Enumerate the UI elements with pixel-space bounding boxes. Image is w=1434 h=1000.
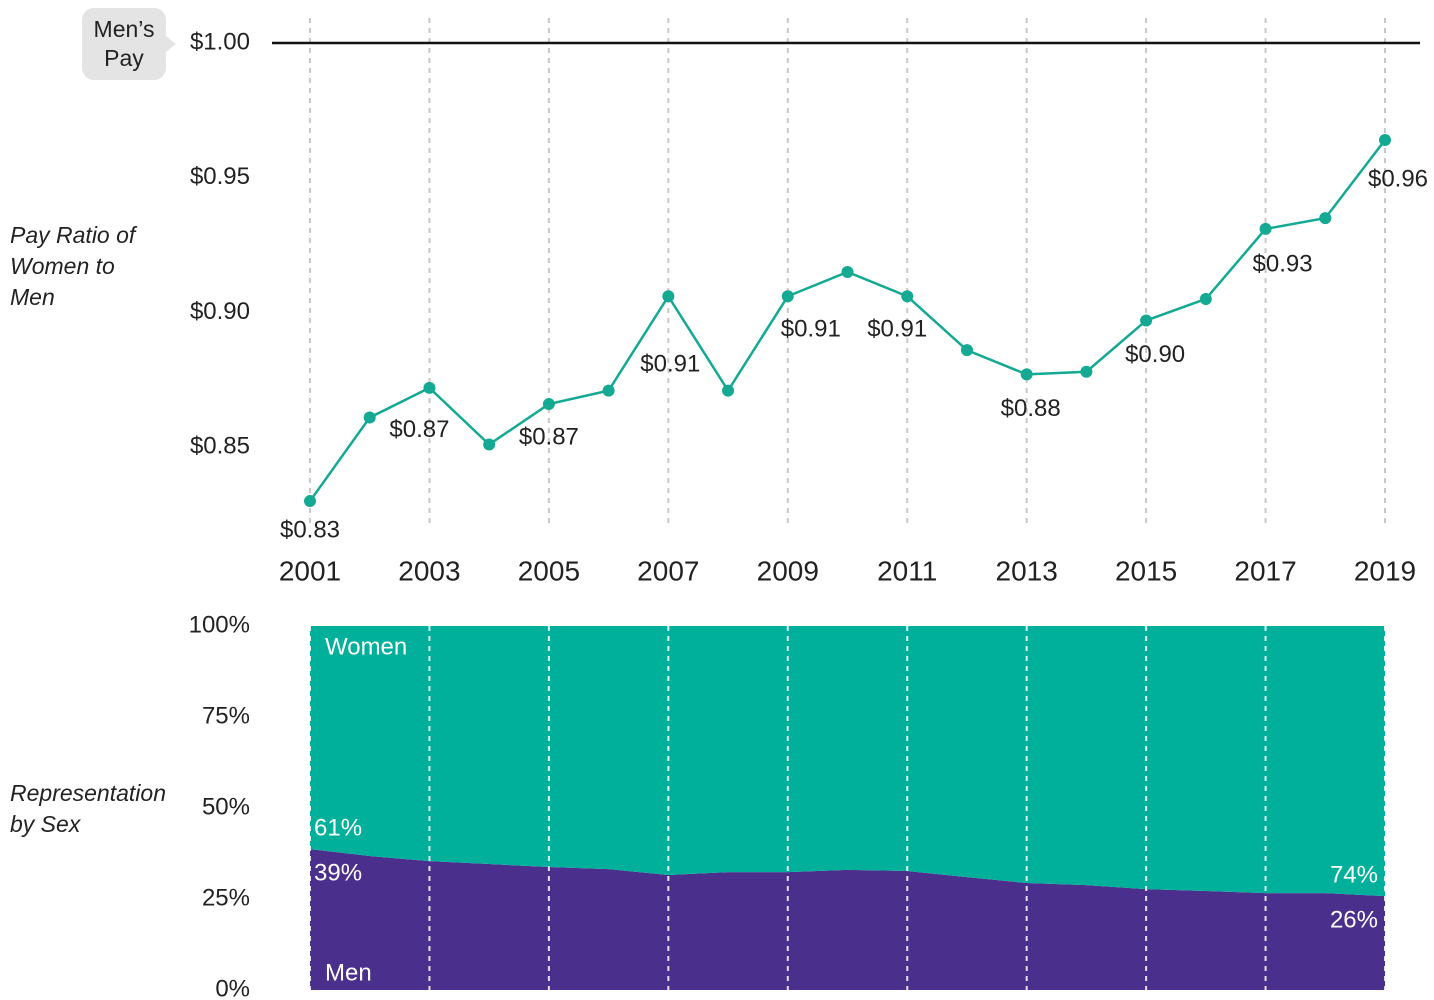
line (308, 139, 1386, 502)
y-tick-label: 50% (202, 793, 250, 820)
point (1379, 134, 1391, 146)
data-label: 61% (314, 814, 362, 841)
data-label: $0.83 (280, 516, 340, 543)
point (841, 266, 854, 279)
point (423, 381, 436, 394)
point (781, 290, 794, 303)
y-tick-label: $0.90 (190, 298, 250, 325)
point (901, 290, 914, 303)
x-tick-label: 2007 (637, 555, 699, 586)
x-tick-label: 2013 (996, 555, 1058, 586)
series-label: Women (325, 633, 407, 660)
area (310, 849, 1385, 990)
x-tick-label: 2009 (757, 555, 819, 586)
point (304, 495, 316, 508)
point (1080, 365, 1093, 378)
annotation: Men’s Pay (82, 8, 176, 80)
point (542, 398, 555, 411)
x-tick-label: 2015 (1115, 555, 1177, 586)
y-tick-label: 75% (202, 702, 250, 729)
y-tick-label: 25% (202, 884, 250, 911)
x-tick-label: 2001 (279, 555, 341, 586)
point (483, 438, 496, 451)
point (602, 384, 615, 397)
point (722, 384, 735, 397)
data-label: $0.88 (1001, 395, 1061, 422)
point (1319, 212, 1332, 225)
data-label: $0.90 (1125, 341, 1185, 368)
point (1259, 222, 1272, 235)
data-label: $0.91 (640, 351, 700, 378)
point (1020, 368, 1033, 381)
y-axis-label: Representation by Sex (10, 780, 166, 837)
series-label: Men (325, 959, 372, 986)
y-tick-label: 100% (189, 611, 250, 638)
point (1140, 314, 1153, 327)
y-axis-label: Pay Ratio of Women to Men (10, 222, 136, 310)
data-label: 26% (1330, 906, 1378, 933)
point (363, 411, 376, 424)
data-label: $0.87 (519, 423, 579, 450)
area (310, 626, 1385, 897)
data-label: $0.91 (867, 316, 927, 343)
data-label: $0.91 (781, 316, 841, 343)
point (960, 344, 973, 357)
point (1199, 292, 1212, 305)
data-label: 39% (314, 859, 362, 886)
x-tick-label: 2011 (877, 555, 937, 586)
data-label: 74% (1330, 861, 1378, 888)
x-tick-label: 2019 (1354, 555, 1416, 586)
data-label: $0.93 (1253, 250, 1313, 277)
y-tick-label: $1.00 (190, 28, 250, 55)
y-tick-label: $0.95 (190, 163, 250, 190)
data-label: $0.87 (389, 416, 449, 443)
x-tick-label: 2017 (1234, 555, 1296, 586)
y-tick-label: 0% (215, 975, 250, 1000)
x-tick-label: 2005 (518, 555, 580, 586)
data-label: $0.96 (1368, 165, 1428, 192)
point (662, 290, 675, 303)
y-tick-label: $0.85 (190, 433, 250, 460)
x-tick-label: 2003 (398, 555, 460, 586)
